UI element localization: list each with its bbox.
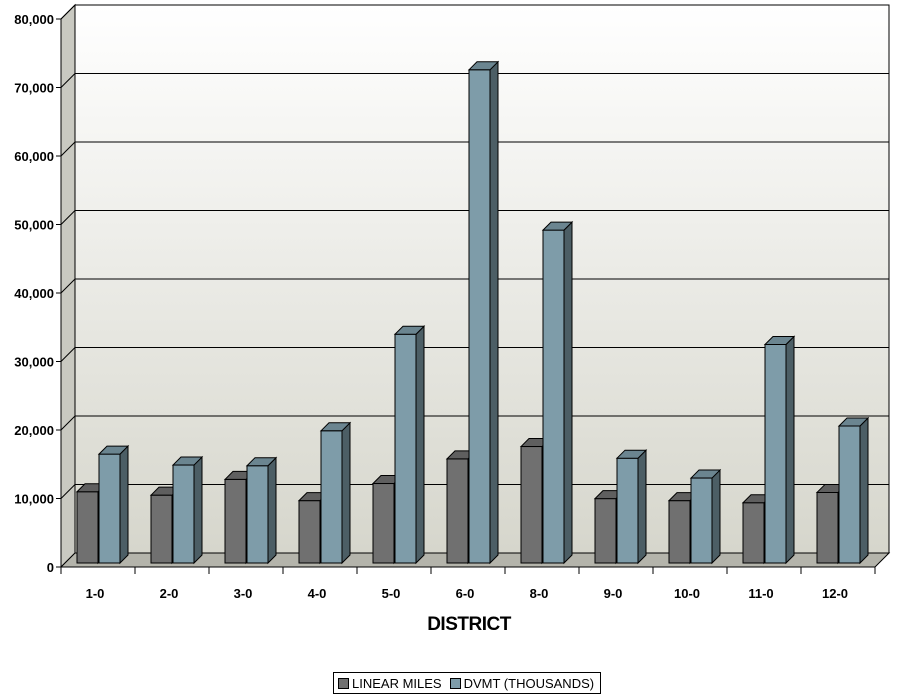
y-tick-label: 40,000	[14, 286, 54, 301]
bar-front	[542, 229, 565, 564]
y-tick-label: 70,000	[14, 81, 54, 96]
gridline	[60, 347, 889, 362]
gridline	[60, 4, 889, 20]
bar-side	[341, 421, 351, 565]
bar-front	[594, 498, 617, 564]
x-tick-label: 4-0	[308, 586, 327, 601]
bar-front	[446, 458, 469, 564]
legend-swatch-dvmt	[449, 677, 461, 689]
bar-front	[298, 500, 321, 564]
x-tick-label: 12-0	[822, 586, 848, 601]
bar-front	[394, 333, 417, 564]
bar-top	[245, 457, 278, 467]
bar-front	[690, 477, 713, 564]
bar-12-0-dvmt	[837, 416, 870, 565]
bar-top	[763, 335, 796, 345]
gridline	[60, 210, 889, 225]
legend-item-linear-miles: LINEAR MILES	[338, 676, 442, 691]
bar-front	[76, 491, 99, 564]
bar-front	[246, 465, 269, 564]
y-tick-label: 20,000	[14, 423, 54, 438]
bar-top	[541, 221, 574, 231]
bar-front	[838, 425, 861, 564]
bar-front	[468, 69, 491, 564]
bar-front	[372, 483, 395, 564]
bar-10-0-dvmt	[689, 468, 722, 565]
bar-top	[689, 469, 722, 479]
bar-top	[615, 449, 648, 459]
bar-front	[150, 494, 173, 564]
gridline	[60, 73, 889, 88]
bar-front	[224, 478, 247, 564]
x-tick-label: 9-0	[604, 586, 623, 601]
gridline	[60, 415, 889, 431]
x-tick-label: 3-0	[234, 586, 253, 601]
x-tick-label: 8-0	[530, 586, 549, 601]
bar-6-0-dvmt	[467, 60, 500, 565]
bar-5-0-dvmt	[393, 325, 426, 565]
bar-front	[172, 464, 195, 564]
x-tick-label: 11-0	[748, 586, 773, 601]
y-tick-label: 30,000	[14, 355, 54, 370]
legend-label-linear-miles: LINEAR MILES	[352, 675, 442, 691]
legend-item-dvmt: DVMT (THOUSANDS)	[449, 675, 595, 691]
bar-side	[859, 416, 869, 565]
bar-front	[320, 430, 343, 564]
y-tick-label: 60,000	[14, 149, 54, 164]
bar-4-0-dvmt	[319, 421, 352, 565]
x-axis: 1-0 2-0 3-0 4-0 5-0 6-0 8-0 9-0 10-0 11-0 12-0	[60, 566, 876, 601]
bar-side	[193, 455, 203, 565]
y-tick-label: 50,000	[14, 218, 54, 233]
bar-front	[98, 453, 121, 564]
legend: LINEAR MILES DVMT (THOUSANDS)	[333, 672, 602, 694]
bar-top	[319, 422, 352, 432]
bar-top	[97, 445, 130, 455]
bar-top	[393, 325, 426, 335]
y-tick-label: 0	[47, 560, 54, 575]
x-axis-title: DISTRICT	[427, 614, 512, 635]
gridline	[60, 141, 889, 157]
x-tick-label: 2-0	[160, 586, 179, 601]
bar-front	[742, 502, 765, 564]
legend-label-dvmt: DVMT (THOUSANDS)	[463, 675, 595, 691]
bar-side	[119, 444, 129, 565]
y-axis: 0 10,000 20,000 30,000 40,000 50,000 60,000 70,…	[14, 12, 62, 575]
bar-11-0-dvmt	[763, 335, 796, 565]
bar-side	[415, 325, 425, 565]
legend-swatch-linear-miles	[338, 677, 349, 689]
x-tick-label: 6-0	[456, 586, 475, 601]
bar-top	[171, 456, 204, 466]
bars	[75, 60, 870, 565]
bar-side	[267, 456, 277, 565]
bar-side	[711, 468, 721, 565]
bar-side	[637, 448, 647, 565]
bar-top	[467, 61, 500, 71]
bar-side	[489, 60, 499, 565]
x-tick-label: 10-0	[674, 586, 700, 601]
y-tick-label: 80,000	[14, 12, 54, 27]
bar-front	[616, 457, 639, 564]
bar-side	[563, 220, 573, 565]
x-tick-label: 1-0	[86, 586, 105, 601]
bar-9-0-dvmt	[615, 448, 648, 565]
bar-front	[816, 491, 839, 564]
gridlines	[60, 4, 889, 499]
bar-1-0-dvmt	[97, 444, 130, 565]
bar-3-0-dvmt	[245, 456, 278, 565]
bar-front	[520, 446, 543, 564]
bar-front	[764, 343, 787, 564]
y-tick-label: 10,000	[14, 492, 54, 507]
bar-8-0-dvmt	[541, 220, 574, 565]
gridline	[60, 278, 889, 294]
x-tick-label: 5-0	[382, 586, 401, 601]
bar-side	[785, 335, 795, 565]
bar-front	[668, 500, 691, 564]
bar-top	[837, 417, 870, 427]
bar-2-0-dvmt	[171, 455, 204, 565]
